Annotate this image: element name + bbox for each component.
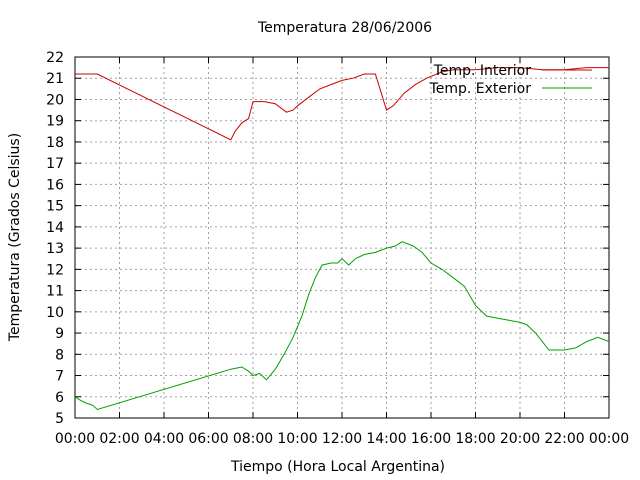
x-tick-label: 10:00 xyxy=(277,431,317,447)
y-tick-label: 16 xyxy=(46,177,64,193)
y-tick-label: 14 xyxy=(46,220,64,236)
legend-label-interior: Temp. Interior xyxy=(433,63,532,79)
legend: Temp. Interior Temp. Exterior xyxy=(429,63,592,97)
y-tick-label: 12 xyxy=(46,262,64,278)
y-tick-label: 22 xyxy=(46,50,64,66)
x-tick-label: 22:00 xyxy=(544,431,584,447)
y-tick-label: 10 xyxy=(46,305,64,321)
y-tick-label: 8 xyxy=(55,347,64,363)
x-tick-label: 06:00 xyxy=(188,431,228,447)
y-tick-label: 21 xyxy=(46,71,64,87)
x-tick-label: 04:00 xyxy=(144,431,184,447)
y-tick-label: 17 xyxy=(46,156,64,172)
y-tick-label: 5 xyxy=(55,411,64,427)
y-tick-label: 13 xyxy=(46,241,64,257)
x-tick-label: 08:00 xyxy=(233,431,273,447)
y-axis-label: Temperatura (Grados Celsius) xyxy=(7,133,23,342)
x-tick-label: 00:00 xyxy=(55,431,95,447)
y-tick-label: 11 xyxy=(46,284,64,300)
series-line-exterior xyxy=(74,241,610,411)
series-line-interior xyxy=(75,67,609,141)
y-tick-label: 6 xyxy=(55,390,64,406)
y-tick-label: 19 xyxy=(46,114,64,130)
y-tick-label: 9 xyxy=(55,326,64,342)
y-tick-label: 15 xyxy=(46,199,64,215)
x-tick-label: 02:00 xyxy=(99,431,139,447)
x-tick-label: 18:00 xyxy=(455,431,495,447)
y-tick-label: 7 xyxy=(55,369,64,385)
legend-label-exterior: Temp. Exterior xyxy=(429,81,532,97)
x-tick-label: 14:00 xyxy=(366,431,406,447)
x-tick-label: 12:00 xyxy=(322,431,362,447)
series-lines xyxy=(74,67,610,411)
x-tick-label: 16:00 xyxy=(411,431,451,447)
x-axis-label: Tiempo (Hora Local Argentina) xyxy=(230,459,445,475)
x-tick-label: 20:00 xyxy=(500,431,540,447)
grid-lines xyxy=(75,57,609,418)
chart-title: Temperatura 28/06/2006 xyxy=(257,20,432,36)
y-tick-label: 20 xyxy=(46,92,64,108)
y-tick-label: 18 xyxy=(46,135,64,151)
x-tick-label: 00:00 xyxy=(589,431,629,447)
